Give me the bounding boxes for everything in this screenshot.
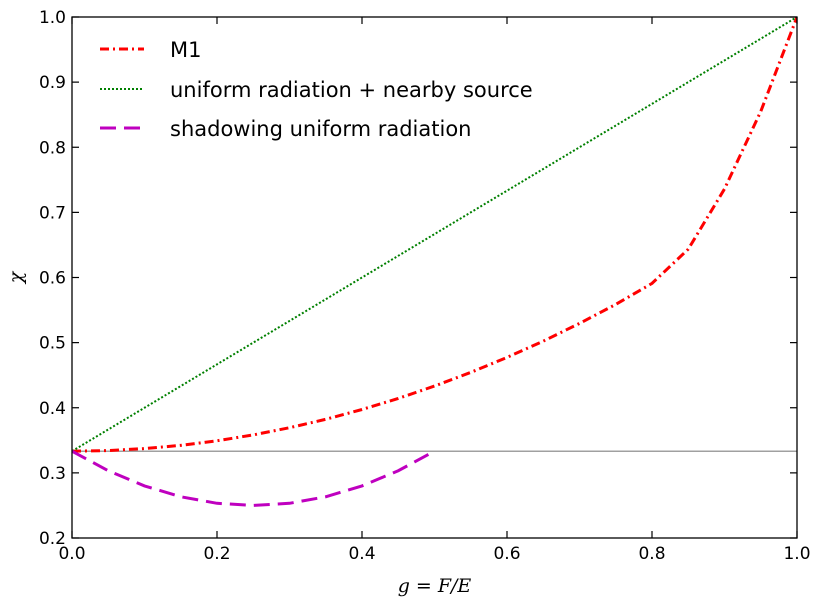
y-tick-label: 0.8 — [39, 138, 66, 158]
x-axis-label: g = F/E — [398, 575, 472, 597]
x-tick-label: 0.8 — [638, 544, 665, 564]
legend-label-2: uniform radiation + nearby source — [170, 78, 533, 102]
y-tick-label: 0.4 — [39, 399, 66, 419]
y-tick-label: 0.6 — [39, 269, 66, 289]
series-line-1 — [72, 17, 797, 453]
y-tick-label: 0.9 — [39, 73, 66, 93]
legend-label-3: shadowing uniform radiation — [170, 117, 471, 141]
axis-labels: g = F/E χ — [5, 270, 471, 597]
y-tick-label: 0.3 — [39, 464, 66, 484]
x-tick-label: 0.2 — [203, 544, 230, 564]
y-axis-label: χ — [5, 270, 27, 285]
series-line-3 — [72, 449, 436, 507]
y-tick-label: 1.0 — [39, 8, 66, 28]
legend: M1 uniform radiation + nearby source shado… — [100, 38, 533, 141]
x-tick-label: 1.0 — [783, 544, 810, 564]
legend-label-1: M1 — [170, 38, 201, 62]
y-tick-label: 0.5 — [39, 334, 66, 354]
ticks: 0.0 0.2 0.4 0.6 0.8 1.00.20.30.40.50.60.70.80… — [39, 8, 811, 564]
series-line-2 — [72, 17, 797, 453]
x-tick-label: 0.6 — [493, 544, 520, 564]
y-tick-label: 0.2 — [39, 529, 66, 549]
x-tick-label: 0.4 — [348, 544, 375, 564]
plot-series — [72, 17, 797, 507]
y-tick-label: 0.7 — [39, 203, 66, 223]
x-tick-label: 0.0 — [58, 544, 85, 564]
